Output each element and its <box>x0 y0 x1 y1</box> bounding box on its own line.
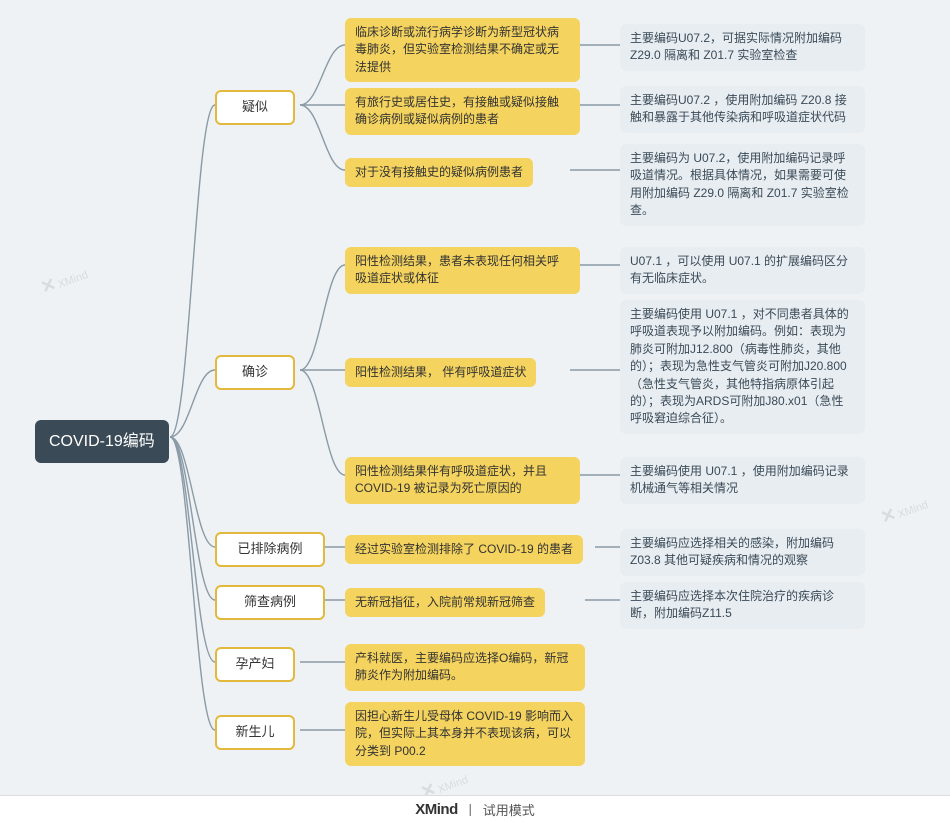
mid-node[interactable]: 产科就医，主要编码应选择O编码，新冠肺炎作为附加编码。 <box>345 644 585 691</box>
root-label: COVID-19编码 <box>49 433 155 450</box>
category-confirmed[interactable]: 确诊 <box>215 355 295 390</box>
leaf-node[interactable]: U07.1 ，可以使用 U07.1 的扩展编码区分有无临床症状。 <box>620 247 865 294</box>
footer-bar: XMind 丨 试用模式 <box>0 795 950 823</box>
watermark: ✕XMind <box>38 262 91 298</box>
mid-node[interactable]: 阳性检测结果， 伴有呼吸道症状 <box>345 358 536 387</box>
root-node[interactable]: COVID-19编码 <box>35 420 169 463</box>
leaf-node[interactable]: 主要编码应选择本次住院治疗的疾病诊断，附加编码Z11.5 <box>620 582 865 629</box>
footer-separator: 丨 <box>464 800 477 819</box>
mid-node[interactable]: 经过实验室检测排除了 COVID-19 的患者 <box>345 535 583 564</box>
leaf-node[interactable]: 主要编码U07.2，可据实际情况附加编码 Z29.0 隔离和 Z01.7 实验室… <box>620 24 865 71</box>
mid-node[interactable]: 对于没有接触史的疑似病例患者 <box>345 158 533 187</box>
category-suspected[interactable]: 疑似 <box>215 90 295 125</box>
leaf-node[interactable]: 主要编码为 U07.2，使用附加编码记录呼吸道情况。根据具体情况，如果需要可使用… <box>620 144 865 226</box>
category-newborn[interactable]: 新生儿 <box>215 715 295 750</box>
mid-node[interactable]: 阳性检测结果，患者未表现任何相关呼吸道症状或体征 <box>345 247 580 294</box>
leaf-node[interactable]: 主要编码使用 U07.1 ，对不同患者具体的呼吸道表现予以附加编码。例如：表现为… <box>620 300 865 434</box>
watermark: ✕XMind <box>878 492 931 528</box>
mindmap-canvas: ✕XMind ✕XMind ✕XMind COVID-19编码 疑似 确诊 已排… <box>0 0 950 795</box>
category-maternal[interactable]: 孕产妇 <box>215 647 295 682</box>
leaf-node[interactable]: 主要编码U07.2 ，使用附加编码 Z20.8 接触和暴露于其他传染病和呼吸道症… <box>620 86 865 133</box>
leaf-node[interactable]: 主要编码应选择相关的感染，附加编码 Z03.8 其他可疑疾病和情况的观察 <box>620 529 865 576</box>
mid-node[interactable]: 阳性检测结果伴有呼吸道症状，并且 COVID-19 被记录为死亡原因的 <box>345 457 580 504</box>
leaf-node[interactable]: 主要编码使用 U07.1 ，使用附加编码记录机械通气等相关情况 <box>620 457 865 504</box>
mid-node[interactable]: 临床诊断或流行病学诊断为新型冠状病毒肺炎，但实验室检测结果不确定或无法提供 <box>345 18 580 82</box>
mid-node[interactable]: 因担心新生儿受母体 COVID-19 影响而入院，但实际上其本身并不表现该病，可… <box>345 702 585 766</box>
category-screening[interactable]: 筛查病例 <box>215 585 325 620</box>
footer-brand: XMind <box>415 801 458 818</box>
mid-node[interactable]: 有旅行史或居住史，有接触或疑似接触确诊病例或疑似病例的患者 <box>345 88 580 135</box>
footer-mode: 试用模式 <box>483 800 535 819</box>
category-excluded[interactable]: 已排除病例 <box>215 532 325 567</box>
mid-node[interactable]: 无新冠指征，入院前常规新冠筛查 <box>345 588 545 617</box>
